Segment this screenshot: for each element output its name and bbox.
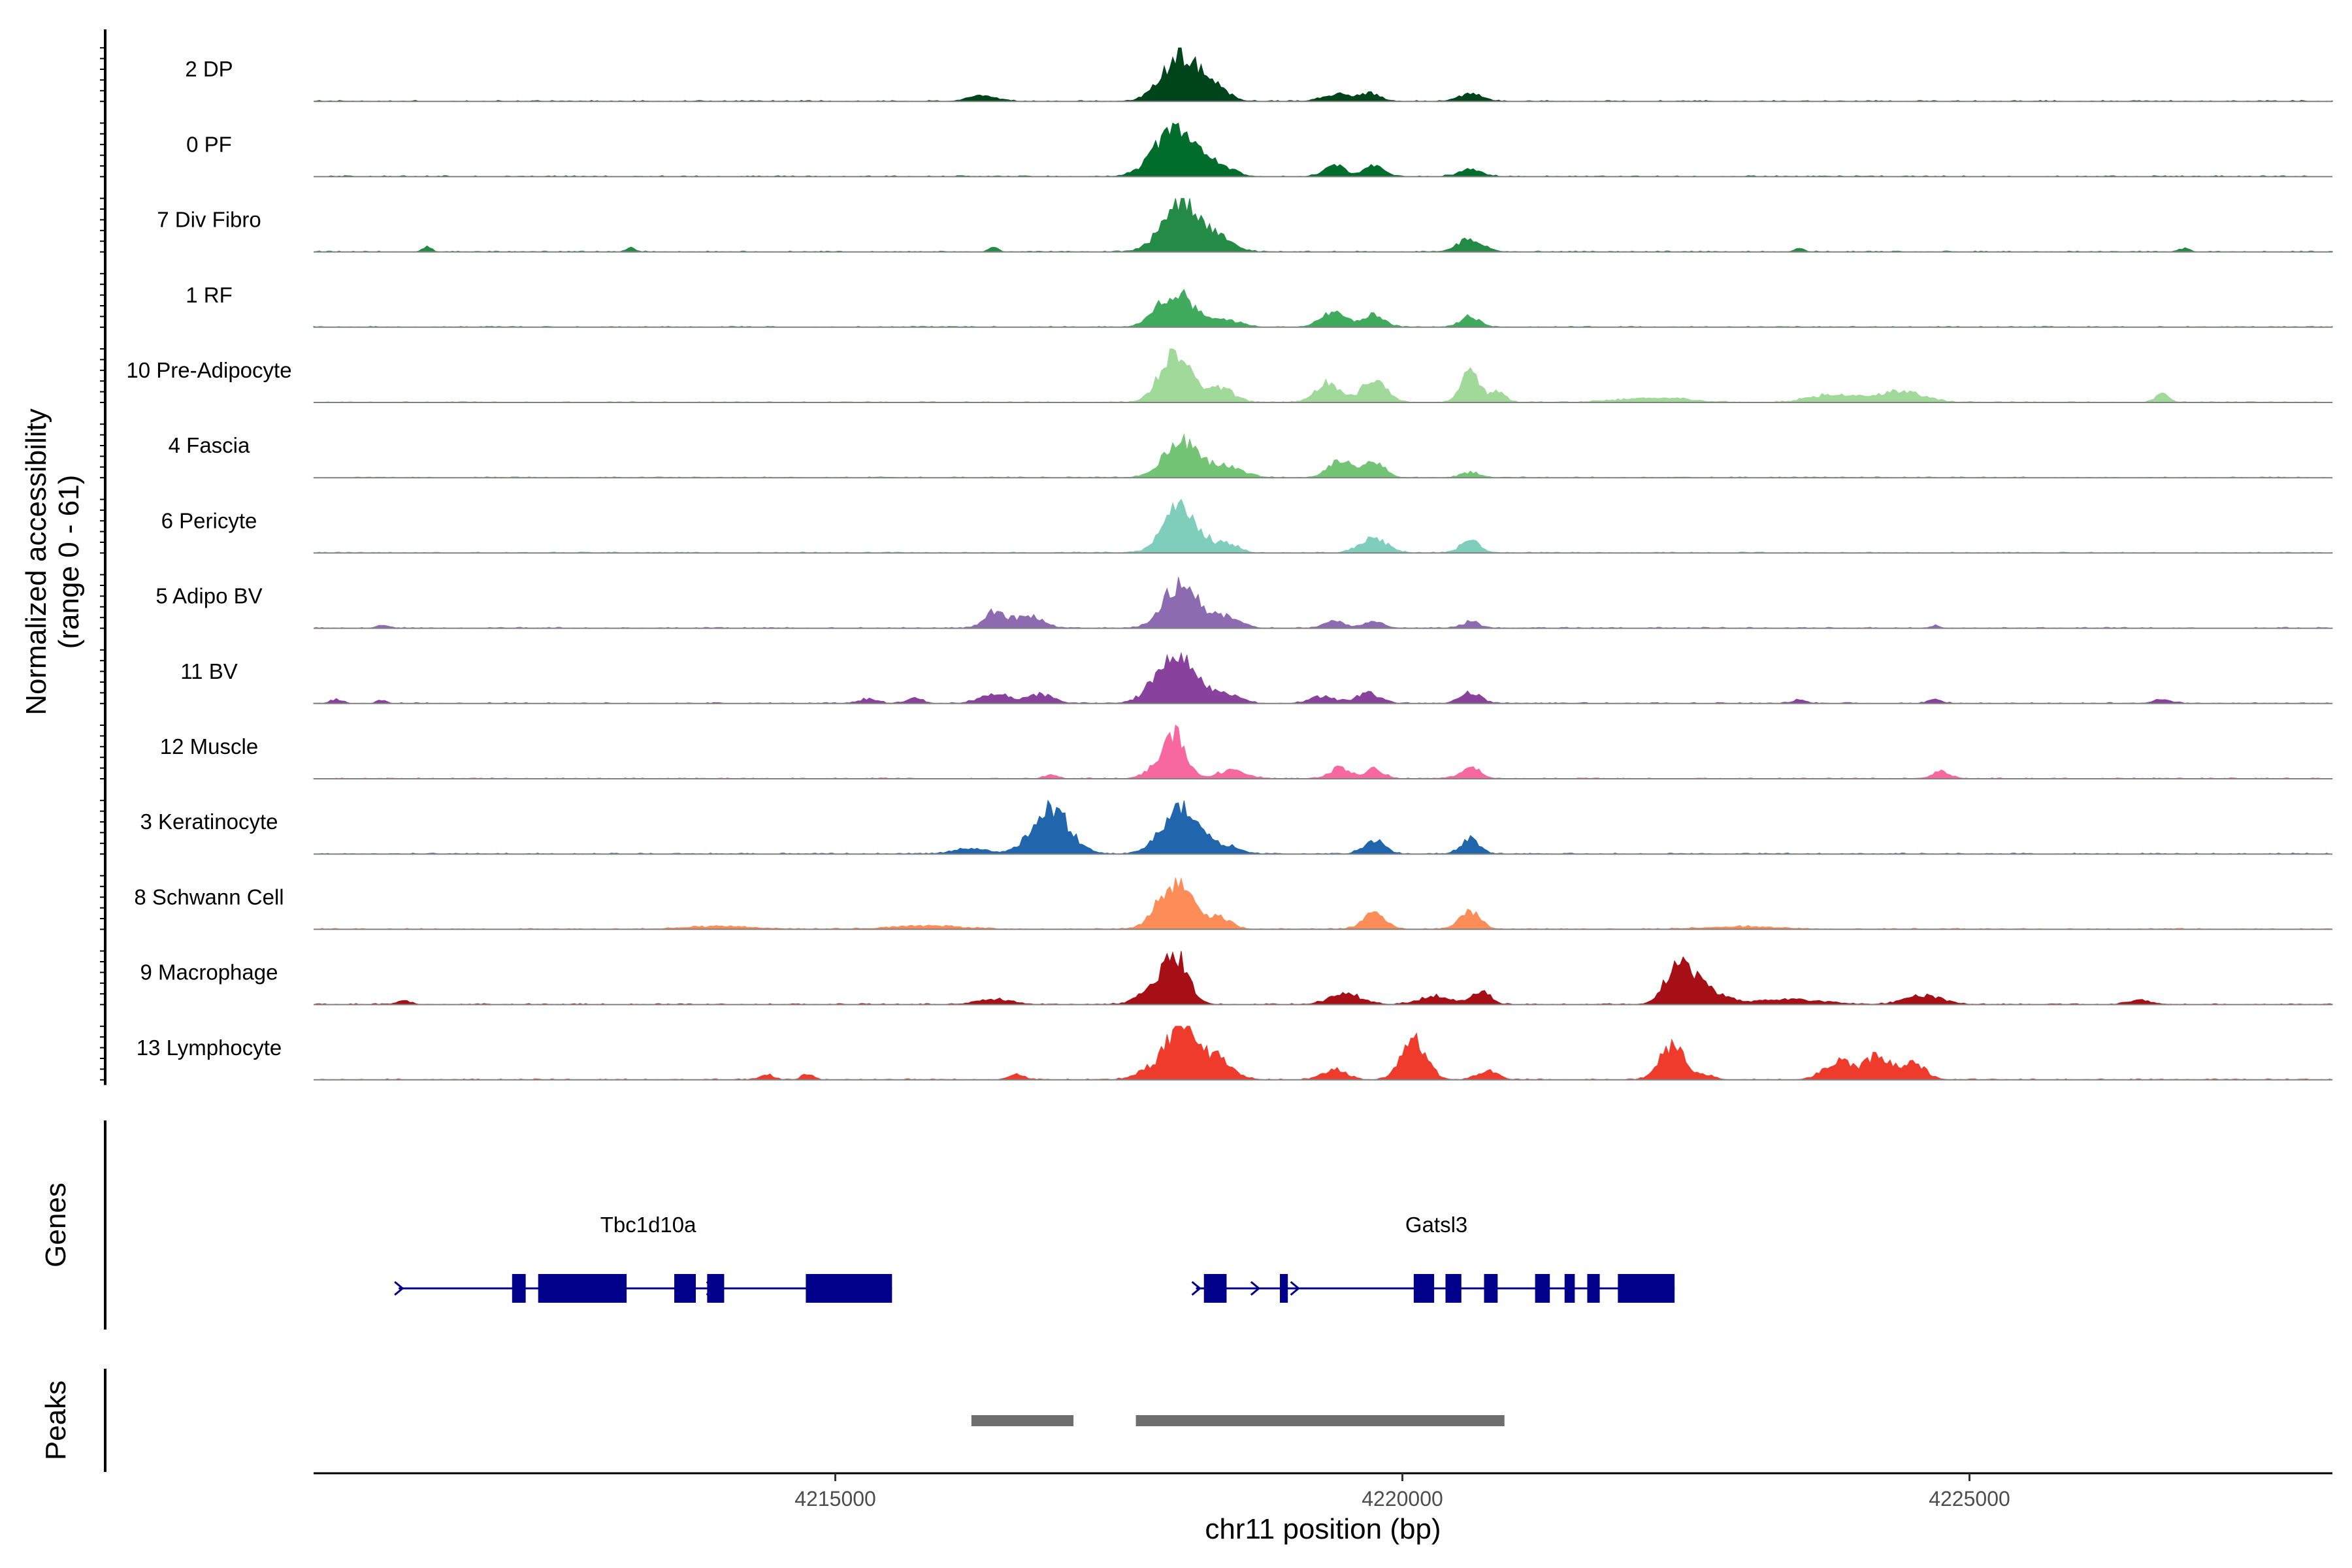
track-2-dp: 2 DP [185, 47, 2333, 103]
strand-arrow [819, 1281, 830, 1296]
strand-arrow [706, 1281, 716, 1296]
coverage-area [313, 433, 2333, 478]
coverage-area [314, 877, 2333, 930]
gene-exon [1564, 1274, 1575, 1303]
x-axis: 4215000 4220000 4225000 chr11 position (bp… [314, 1472, 2332, 1545]
track-label: 4 Fascia [169, 433, 250, 457]
track-3-keratinocyte: 3 Keratinocyte [140, 799, 2332, 855]
genes-title: Genes [40, 1183, 72, 1267]
track-0-pf: 0 PF [186, 122, 2333, 178]
track-label: 13 Lymphocyte [137, 1036, 282, 1060]
coverage-area [313, 47, 2333, 102]
track-7-div-fibro: 7 Div Fibro [157, 198, 2333, 253]
coverage-area [313, 1026, 2333, 1081]
strand-arrow [394, 1281, 404, 1296]
track-label: 7 Div Fibro [157, 208, 261, 232]
gene-exon [1203, 1274, 1227, 1303]
track-label: 3 Keratinocyte [140, 809, 278, 834]
coverage-area [313, 651, 2333, 704]
coverage-area [314, 799, 2332, 855]
gene-exon [538, 1274, 627, 1303]
peak-region [971, 1415, 1074, 1426]
y-axis-range: (range 0 - 61) [53, 475, 85, 649]
track-13-lymphocyte: 13 Lymphocyte [137, 1026, 2333, 1081]
gene-exon [674, 1274, 696, 1303]
x-tick-label: 4215000 [794, 1487, 876, 1511]
gene-exon [512, 1274, 526, 1303]
gene-exon [1535, 1274, 1550, 1303]
x-tick-label: 4225000 [1929, 1487, 2010, 1511]
gene-exon [1413, 1274, 1435, 1303]
strand-arrow [1250, 1281, 1261, 1296]
coverage-area [313, 951, 2333, 1005]
gene-exon [1445, 1274, 1462, 1303]
coverage-area [313, 289, 2333, 328]
gene-exon [1280, 1274, 1288, 1303]
gene-exon [806, 1274, 892, 1303]
track-5-adipo-bv: 5 Adipo BV [155, 577, 2333, 629]
track-9-macrophage: 9 Macrophage [140, 951, 2333, 1005]
track-label: 8 Schwann Cell [134, 885, 284, 909]
coverage-tracks: 2 DP 0 PF 7 Div Fibro 1 RF 10 Pre-Adipocyte 4… [126, 47, 2333, 1081]
track-11-bv: 11 BV [180, 651, 2333, 704]
genes-panel: Genes Tbc1d10a Gatsl3 [40, 1120, 1675, 1330]
coverage-area [313, 198, 2333, 253]
track-label: 0 PF [186, 132, 232, 156]
gene-label: Tbc1d10a [600, 1213, 696, 1237]
track-12-muscle: 12 Muscle [160, 725, 2333, 779]
track-label: 9 Macrophage [140, 960, 278, 985]
gene-label: Gatsl3 [1405, 1213, 1467, 1237]
x-tick-label: 4220000 [1362, 1487, 1443, 1511]
strand-arrow [1290, 1281, 1300, 1296]
x-axis-title: chr11 position (bp) [1205, 1513, 1441, 1545]
gene-exon [1587, 1274, 1600, 1303]
peaks-title: Peaks [40, 1380, 72, 1460]
gene-tbc1d10a: Tbc1d10a [394, 1213, 892, 1303]
track-label: 6 Pericyte [161, 508, 257, 532]
track-label: 12 Muscle [160, 734, 258, 759]
gene-exon [1618, 1274, 1675, 1303]
gene-gatsl3: Gatsl3 [1191, 1213, 1675, 1303]
track-6-pericyte: 6 Pericyte [161, 498, 2333, 554]
track-label: 10 Pre-Adipocyte [126, 358, 291, 382]
coverage-area [314, 122, 2333, 177]
peak-region [1135, 1415, 1505, 1426]
track-label: 11 BV [180, 659, 237, 683]
track-label: 2 DP [185, 57, 233, 81]
track-1-rf: 1 RF [186, 283, 2333, 328]
peaks-panel: Peaks [40, 1369, 1505, 1472]
track-label: 1 RF [186, 283, 233, 307]
track-8-schwann-cell: 8 Schwann Cell [134, 877, 2333, 930]
track-10-pre-adipocyte: 10 Pre-Adipocyte [126, 348, 2333, 403]
coverage-area [313, 725, 2333, 779]
coverage-area [313, 577, 2333, 629]
coverage-area [313, 498, 2333, 553]
strand-arrow [1191, 1281, 1201, 1296]
y-axis-bracket [100, 29, 106, 1085]
gene-exon [1484, 1274, 1498, 1303]
coverage-area [313, 348, 2333, 403]
track-4-fascia: 4 Fascia [169, 433, 2333, 479]
y-axis-title: Normalized accessibility [20, 408, 52, 715]
track-label: 5 Adipo BV [155, 584, 262, 608]
